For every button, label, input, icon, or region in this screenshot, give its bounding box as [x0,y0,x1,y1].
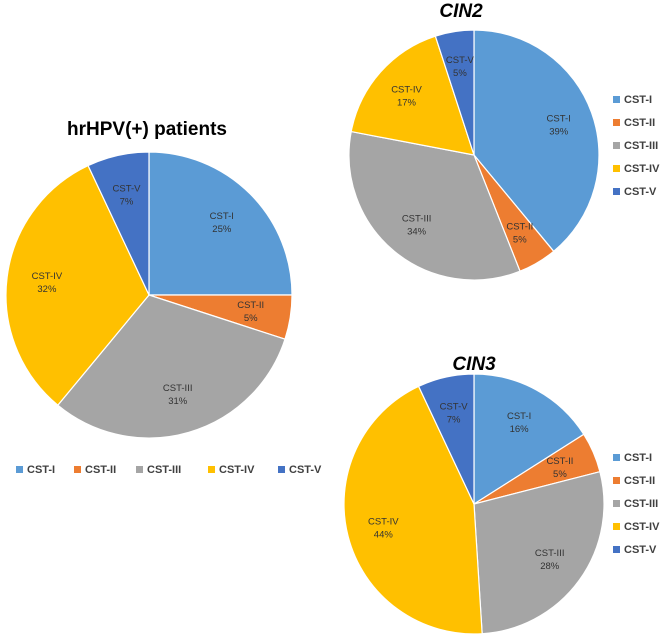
slice-value-label: 34% [407,226,427,237]
legend-swatch [16,466,23,473]
slice-value-label: 5% [513,235,527,246]
legend-item-cst-v: CST-V [278,464,322,476]
chart-title: hrHPV(+) patients [67,119,227,140]
pie-hrhpv: CST-I 25% CST-II 5% CST-III 31% CST-IV 32% CST-V… [5,151,293,439]
legend-item-cst-i: CST-I [613,94,652,106]
legend-item-cst-i: CST-I [16,464,55,476]
pie-slice-cst-i [473,373,585,506]
slice-value-label: 16% [510,424,530,435]
slice-value-label: 44% [374,529,394,540]
legend-swatch [613,119,620,126]
legend-label: CST-III [624,498,658,510]
legend-cin3: CST-I CST-II CST-III CST-IV CST-V [613,452,660,556]
chart-title: CIN2 [439,1,483,22]
legend-swatch [613,454,620,461]
slice-category-label: CST-III [535,548,565,559]
slice-category-label: CST-IV [391,85,422,96]
pie-slice-cst-i [148,151,293,296]
pie-slice-cst-iii [57,294,286,439]
chart-hrhpv: hrHPV(+) patients CST-I 25% CST-II 5% CST-II… [5,119,322,476]
legend-swatch [613,96,620,103]
pie-cin3: CST-I 16% CST-II 5% CST-III 28% CST-IV 44% CST-V… [343,373,605,635]
slice-value-label: 7% [447,415,461,426]
legend-swatch [613,165,620,172]
pie-slice-cst-iv [350,35,475,156]
slice-category-label: CST-II [506,222,533,233]
legend-label: CST-III [624,140,658,152]
legend-label: CST-IV [624,163,660,175]
legend-label: CST-I [624,94,652,106]
legend-swatch [613,523,620,530]
slice-value-label: 32% [37,284,57,295]
slice-category-label: CST-II [237,300,264,311]
slice-value-label: 31% [168,396,188,407]
slice-category-label: CST-IV [32,271,63,282]
legend-swatch [613,500,620,507]
legend-label: CST-V [624,186,657,198]
legend-label: CST-IV [219,464,255,476]
slice-category-label: CST-V [113,184,142,195]
legend-item-cst-ii: CST-II [613,117,655,129]
chart-cin2: CIN2 CST-I 39% CST-II 5% CST-III 34% CST-IV 17%… [348,1,660,281]
pie-slice-cst-iv [5,164,150,407]
legend-swatch [208,466,215,473]
slice-category-label: CST-III [402,213,432,224]
pie-slice-cst-v [434,29,475,156]
legend-swatch [74,466,81,473]
legend-item-cst-ii: CST-II [613,475,655,487]
pie-slice-cst-i [473,29,600,253]
slice-category-label: CST-II [546,456,573,467]
legend-label: CST-I [624,452,652,464]
slice-category-label: CST-V [440,402,469,413]
slice-category-label: CST-V [446,55,475,66]
legend-item-cst-iv: CST-IV [208,464,255,476]
slice-value-label: 5% [244,313,258,324]
legend-label: CST-II [85,464,116,476]
slice-category-label: CST-III [163,383,193,394]
legend-item-cst-iv: CST-IV [613,521,660,533]
slice-value-label: 5% [453,68,467,79]
legend-swatch [613,188,620,195]
slice-value-label: 39% [549,127,569,138]
slice-category-label: CST-I [507,411,531,422]
legend-item-cst-ii: CST-II [74,464,116,476]
slice-category-label: CST-IV [368,516,399,527]
legend-item-cst-iii: CST-III [613,498,658,510]
legend-label: CST-V [289,464,322,476]
legend-item-cst-iii: CST-III [613,140,658,152]
legend-swatch [278,466,285,473]
legend-item-cst-v: CST-V [613,186,657,198]
legend-label: CST-II [624,475,655,487]
chart-title: CIN3 [452,354,496,375]
legend-hrhpv: CST-I CST-II CST-III CST-IV CST-V [16,464,322,476]
slice-value-label: 28% [540,561,560,572]
slice-category-label: CST-I [547,114,571,125]
legend-swatch [613,546,620,553]
legend-item-cst-iv: CST-IV [613,163,660,175]
pie-slice-cst-iii [348,130,521,281]
pie-cin2: CST-I 39% CST-II 5% CST-III 34% CST-IV 17% CST-V… [348,29,600,281]
pie-slice-cst-iii [473,470,605,635]
legend-label: CST-V [624,544,657,556]
legend-label: CST-IV [624,521,660,533]
slice-value-label: 5% [553,469,567,480]
chart-cin3: CIN3 CST-I 16% CST-II 5% CST-III 28% CST-IV 44%… [343,354,660,635]
pie-slice-cst-v [417,373,475,505]
legend-swatch [613,142,620,149]
slice-value-label: 17% [397,98,417,109]
legend-label: CST-I [27,464,55,476]
slice-value-label: 25% [212,224,232,235]
legend-label: CST-III [147,464,181,476]
legend-item-cst-i: CST-I [613,452,652,464]
pie-slice-cst-v [87,151,150,296]
slice-category-label: CST-I [210,211,234,222]
legend-item-cst-v: CST-V [613,544,657,556]
legend-cin2: CST-I CST-II CST-III CST-IV CST-V [613,94,660,198]
legend-item-cst-iii: CST-III [136,464,181,476]
legend-swatch [613,477,620,484]
legend-label: CST-II [624,117,655,129]
slice-value-label: 7% [120,197,134,208]
legend-swatch [136,466,143,473]
